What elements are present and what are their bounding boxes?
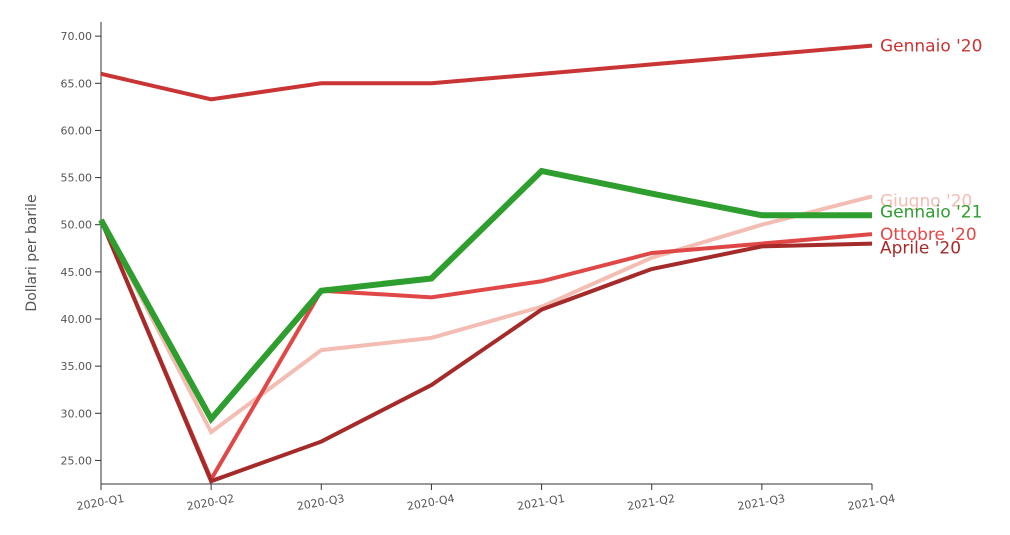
series-label-4: Gennaio '21 (880, 202, 982, 222)
y-tick-label: 55.00 (61, 172, 93, 185)
series-line-0 (100, 43, 873, 102)
series-layer (98, 43, 873, 484)
y-tick-label: 30.00 (61, 407, 93, 420)
x-tick-label: 2020-Q3 (296, 492, 346, 513)
y-tick-label: 50.00 (61, 219, 93, 232)
series-line-1 (99, 194, 873, 436)
series-label-0: Gennaio '20 (880, 37, 982, 57)
x-tick-label: 2021-Q2 (626, 492, 676, 513)
x-tick-label: 2021-Q3 (736, 492, 786, 513)
series-line-3 (99, 219, 873, 484)
x-axis: 2020-Q1 2020-Q2 2020-Q3 2020-Q4 2021-Q1 2021-… (76, 483, 897, 513)
series-label-2: Ottobre '20 (880, 225, 977, 245)
series-line-2 (99, 219, 873, 484)
series-line-4 (98, 167, 872, 425)
series-label-1: Giugno '20 (880, 191, 972, 211)
x-tick-label: 2020-Q2 (186, 492, 236, 513)
y-tick-label: 40.00 (61, 313, 93, 326)
x-tick-label: 2021-Q4 (847, 492, 897, 513)
y-tick-label: 45.00 (61, 266, 93, 279)
y-tick-label: 70.00 (61, 30, 93, 43)
y-tick-label: 60.00 (61, 124, 93, 137)
y-tick-label: 25.00 (61, 454, 93, 467)
y-tick-label: 65.00 (61, 77, 93, 90)
series-label-3: Aprile '20 (880, 239, 961, 259)
y-tick-label: 35.00 (61, 360, 93, 373)
y-axis: 25.00 30.00 35.00 40.00 45.00 50.00 55.00 60.00… (61, 22, 102, 484)
y-axis-label: Dollari per barile (24, 194, 40, 311)
x-tick-label: 2020-Q4 (406, 492, 456, 513)
x-tick-label: 2021-Q1 (516, 492, 566, 513)
x-tick-label: 2020-Q1 (76, 492, 126, 513)
